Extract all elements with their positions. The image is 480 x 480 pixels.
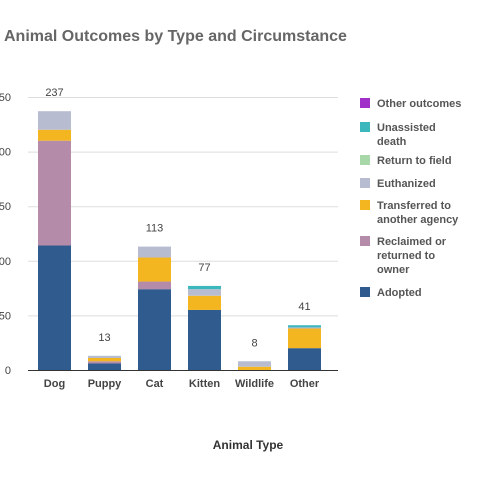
legend-label: Other outcomes — [377, 98, 461, 110]
bar-segment — [288, 327, 321, 329]
x-tick-label: Dog — [44, 378, 65, 390]
bar-segment — [288, 348, 321, 370]
total-label: 113 — [146, 223, 164, 235]
bar-segment — [188, 309, 221, 370]
total-labels: 237 13 113 77 8 41 — [45, 87, 310, 349]
bar-segment — [138, 257, 171, 282]
bar-segment — [238, 361, 271, 367]
bar-segment — [38, 111, 71, 130]
x-tick-label: Kitten — [189, 378, 220, 390]
bar-segment — [88, 357, 121, 362]
bar-segment — [88, 361, 121, 364]
bar-segment — [138, 246, 171, 258]
legend-label: death — [377, 136, 407, 148]
bar-segment — [288, 328, 321, 349]
gridlines — [28, 97, 338, 317]
y-axis-ticks: 0 50 100 150 200 250 — [0, 92, 11, 377]
bar-segment — [38, 245, 71, 370]
x-tick-label: Wildlife — [235, 378, 274, 390]
legend-swatch — [360, 236, 370, 246]
total-label: 13 — [98, 332, 110, 344]
x-tick-label: Cat — [146, 378, 164, 390]
legend-label: returned to — [377, 250, 435, 262]
bars — [38, 111, 321, 370]
bar-segment — [188, 285, 221, 290]
legend-label: another agency — [377, 214, 459, 226]
legend-label: Adopted — [377, 287, 422, 299]
x-axis-ticks: Dog Puppy Cat Kitten Wildlife Other — [44, 378, 320, 390]
bar-segment — [38, 140, 71, 246]
bar-segment — [38, 129, 71, 141]
total-label: 237 — [45, 87, 63, 99]
legend-swatch — [360, 98, 370, 108]
bar-segment — [138, 289, 171, 370]
bar-segment — [138, 281, 171, 290]
legend-label: Euthanized — [377, 178, 436, 190]
bar-segment — [88, 355, 121, 358]
total-label: 41 — [298, 301, 310, 313]
y-tick-label: 150 — [0, 201, 11, 213]
bar-segment — [188, 295, 221, 310]
bar-segment — [188, 289, 221, 296]
y-tick-label: 100 — [0, 256, 11, 268]
legend-swatch — [360, 287, 370, 297]
legend-label: Unassisted — [377, 122, 436, 134]
chart-title: Animal Outcomes by Type and Circumstance — [4, 28, 347, 45]
legend-label: Reclaimed or — [377, 236, 447, 248]
y-tick-label: 250 — [0, 92, 11, 104]
x-axis-label: Animal Type — [213, 438, 284, 452]
x-tick-label: Other — [290, 378, 320, 390]
legend-label: Return to field — [377, 155, 452, 167]
legend-label: owner — [377, 264, 410, 276]
legend-swatch — [360, 178, 370, 188]
legend: Other outcomes Unassisted death Return to f… — [360, 98, 461, 299]
total-label: 77 — [198, 262, 210, 274]
legend-label: Transferred to — [377, 200, 451, 212]
legend-swatch — [360, 122, 370, 132]
legend-swatch — [360, 200, 370, 210]
bar-segment — [88, 363, 121, 370]
y-tick-label: 0 — [5, 365, 11, 377]
y-tick-label: 200 — [0, 147, 11, 159]
x-tick-label: Puppy — [88, 378, 122, 390]
total-label: 8 — [251, 337, 257, 349]
legend-swatch — [360, 155, 370, 165]
bar-segment — [288, 325, 321, 328]
y-tick-label: 50 — [0, 310, 11, 322]
bar-segment — [238, 366, 271, 370]
